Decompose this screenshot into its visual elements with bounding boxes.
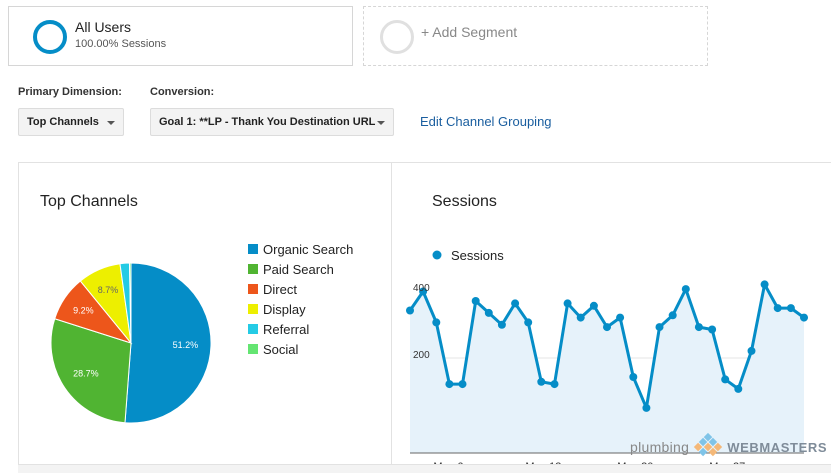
series-legend-label[interactable]: Sessions [451,248,504,263]
caret-down-icon [107,121,115,125]
sessions-point[interactable] [471,297,480,305]
watermark-logo: plumbing WEBMASTERS [630,432,827,462]
sessions-point[interactable] [655,323,664,332]
sessions-point[interactable] [406,306,414,315]
sessions-point[interactable] [603,323,611,332]
sessions-point[interactable] [458,380,467,389]
legend-swatch [248,244,258,254]
legend-label: Referral [263,321,310,337]
sessions-point[interactable] [419,287,428,296]
sessions-point[interactable] [576,313,585,322]
sessions-point[interactable] [694,323,703,332]
empty-circle-icon [380,20,414,54]
y-tick-label: 400 [413,283,430,294]
sessions-point[interactable] [773,304,782,313]
sessions-point[interactable] [432,318,441,327]
primary-dimension-dropdown[interactable]: Top Channels [18,108,124,136]
y-tick-label: 200 [413,350,430,361]
legend-swatch [248,344,258,354]
sessions-point[interactable] [550,380,559,389]
sessions-point[interactable] [563,299,572,308]
legend-item-referral[interactable]: Referral [248,319,353,339]
conversion-dropdown[interactable]: Goal 1: **LP - Thank You Destination URL [150,108,394,136]
segment-title: All Users [75,19,132,35]
sessions-point[interactable] [484,308,493,317]
pie-slice-label: 9.2% [73,306,94,316]
pie-slice-paid-search[interactable] [50,318,132,424]
legend-label: Paid Search [263,261,334,277]
sessions-point[interactable] [642,403,651,412]
add-segment-button[interactable]: + Add Segment [363,6,708,66]
sessions-point[interactable] [537,377,546,386]
pie-slice-social[interactable] [128,262,132,344]
legend-item-social[interactable]: Social [248,339,353,359]
table-header-bar [18,464,831,473]
sessions-point[interactable] [734,384,743,393]
pie-chart-title: Top Channels [40,193,138,210]
edit-channel-grouping-link[interactable]: Edit Channel Grouping [420,114,552,129]
sessions-point[interactable] [708,325,717,334]
sessions-point[interactable] [629,373,638,381]
conversion-label: Conversion: [150,86,215,98]
sessions-point[interactable] [668,311,677,320]
add-segment-label: + Add Segment [421,24,518,40]
line-chart-title: Sessions [432,193,497,210]
sessions-line-chart [406,280,808,454]
sessions-point[interactable] [760,280,769,289]
legend-item-paid-search[interactable]: Paid Search [248,259,353,279]
segment-circle-icon [33,20,67,54]
sessions-point[interactable] [681,285,690,294]
conversion-value: Goal 1: **LP - Thank You Destination URL [159,116,376,128]
legend-swatch [248,284,258,294]
sessions-point[interactable] [445,380,454,389]
legend-label: Display [263,301,306,317]
sessions-point[interactable] [616,313,625,322]
pipe-logo-icon [694,432,723,457]
caret-down-icon [377,121,385,125]
pie-slice-label: 8.7% [98,285,119,295]
legend-swatch [248,324,258,334]
sessions-point[interactable] [524,318,533,327]
sessions-point[interactable] [589,301,598,310]
segment-all-users[interactable]: All Users 100.00% Sessions [8,6,353,66]
primary-dimension-value: Top Channels [27,116,99,128]
sessions-area [410,284,804,453]
legend-item-direct[interactable]: Direct [248,279,353,299]
pie-chart: 51.2% 28.7% 9.2% 8.7% [50,262,212,424]
sessions-point[interactable] [800,313,808,322]
sessions-point[interactable] [497,320,506,329]
pie-legend: Organic Search Paid Search Direct Displa… [248,239,353,359]
series-legend-dot-icon [432,250,442,260]
legend-label: Organic Search [263,241,354,257]
primary-dimension-label: Primary Dimension: [18,86,122,98]
legend-label: Social [263,341,299,357]
legend-label: Direct [263,281,297,297]
segment-subtitle: 100.00% Sessions [75,38,167,50]
legend-item-organic-search[interactable]: Organic Search [248,239,353,259]
top-channels-panel: Top Channels 51.2% 28.7% 9.2% 8.7% Organic … [18,162,391,473]
legend-swatch [248,304,258,314]
legend-item-display[interactable]: Display [248,299,353,319]
pie-slice-label: 51.2% [173,340,199,350]
pie-slice-organic-search[interactable] [124,262,212,424]
sessions-point[interactable] [747,346,756,355]
sessions-point[interactable] [786,304,795,313]
watermark-text-right: WEBMASTERS [727,439,828,455]
watermark-text-left: plumbing [630,439,690,455]
sessions-point[interactable] [511,299,520,308]
sessions-point[interactable] [721,375,730,384]
legend-swatch [248,264,258,274]
pie-slice-label: 28.7% [73,368,99,378]
sessions-panel: Sessions Sessions 400 200 May 6 May 13 M… [391,162,831,473]
